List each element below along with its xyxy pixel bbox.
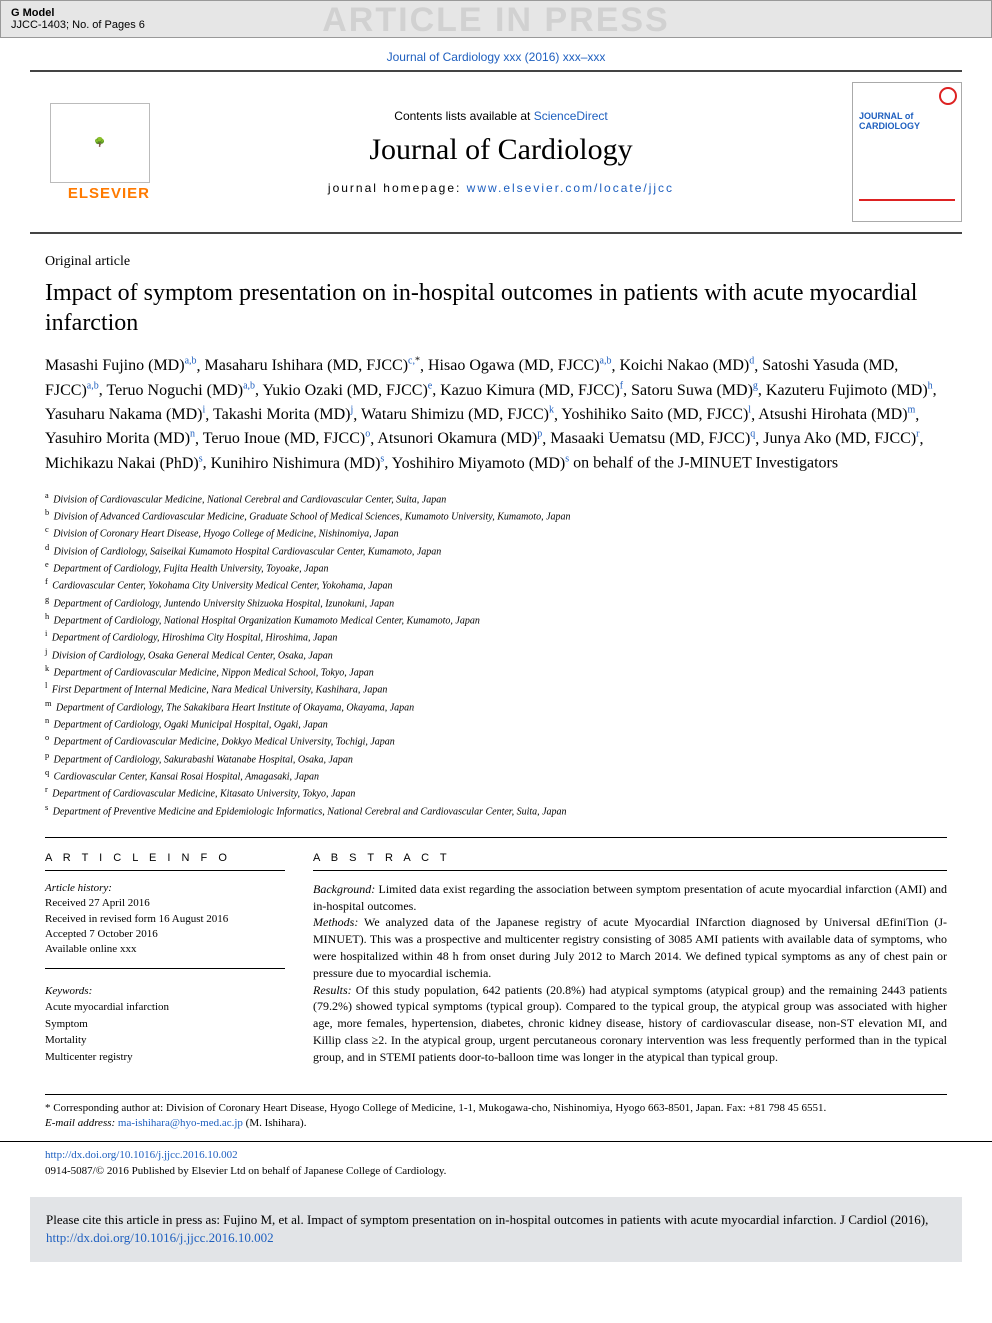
author: Junya Ako (MD, FJCC)r — [763, 430, 919, 447]
background-label: Background: — [313, 882, 375, 896]
elsevier-tree-icon: 🌳 — [50, 103, 150, 183]
affiliation: j Division of Cardiology, Osaka General … — [45, 646, 947, 663]
author-list: Masashi Fujino (MD)a,b, Masaharu Ishihar… — [45, 354, 947, 476]
doi-link[interactable]: http://dx.doi.org/10.1016/j.jjcc.2016.10… — [45, 1149, 238, 1161]
contents-available-line: Contents lists available at ScienceDirec… — [150, 109, 852, 123]
author: Yoshihiro Miyamoto (MD)s — [392, 455, 569, 472]
elsevier-wordmark: ELSEVIER — [68, 185, 150, 202]
journal-homepage-link[interactable]: www.elsevier.com/locate/jjcc — [467, 181, 674, 195]
author: Masaaki Uematsu (MD, FJCC)q — [550, 430, 755, 447]
journal-title: Journal of Cardiology — [150, 133, 852, 167]
affiliation: c Division of Coronary Heart Disease, Hy… — [45, 524, 947, 541]
keyword: Mortality — [45, 1034, 87, 1046]
revised-date: Received in revised form 16 August 2016 — [45, 913, 228, 925]
citation-box: Please cite this article in press as: Fu… — [30, 1197, 962, 1261]
corresponding-author: * Corresponding author at: Division of C… — [0, 1101, 992, 1132]
author: Yoshihiko Saito (MD, FJCC)l — [561, 406, 751, 423]
affiliation: m Department of Cardiology, The Sakakiba… — [45, 698, 947, 715]
author: Koichi Nakao (MD)d — [620, 357, 755, 374]
author: Teruo Noguchi (MD)a,b — [106, 382, 255, 399]
affiliation: k Department of Cardiovascular Medicine,… — [45, 663, 947, 680]
author: Atsushi Hirohata (MD)m — [758, 406, 915, 423]
gmodel-header: ARTICLE IN PRESS G Model JJCC-1403; No. … — [0, 0, 992, 38]
methods-label: Methods: — [313, 915, 358, 929]
author: Satoru Suwa (MD)g — [631, 382, 758, 399]
results-text: Of this study population, 642 patients (… — [313, 983, 947, 1064]
author: Yukio Ozaki (MD, FJCC)e — [262, 382, 432, 399]
gmodel-label: G Model — [11, 7, 981, 19]
corr-email-tail: (M. Ishihara). — [243, 1117, 307, 1129]
elsevier-logo[interactable]: 🌳 ELSEVIER — [30, 92, 150, 212]
author: Hisao Ogawa (MD, FJCC)a,b — [428, 357, 612, 374]
affiliation: o Department of Cardiovascular Medicine,… — [45, 732, 947, 749]
history-label: Article history: — [45, 882, 112, 894]
corr-email-link[interactable]: ma-ishihara@hyo-med.ac.jp — [118, 1117, 243, 1129]
journal-volume-link[interactable]: Journal of Cardiology xxx (2016) xxx–xxx — [0, 50, 992, 64]
affiliation: e Department of Cardiology, Fujita Healt… — [45, 559, 947, 576]
keyword: Multicenter registry — [45, 1051, 133, 1063]
online-date: Available online xxx — [45, 943, 136, 955]
affiliation: f Cardiovascular Center, Yokohama City U… — [45, 576, 947, 593]
affiliation: h Department of Cardiology, National Hos… — [45, 611, 947, 628]
homepage-prefix: journal homepage: — [328, 181, 467, 195]
affiliation: l First Department of Internal Medicine,… — [45, 680, 947, 697]
abstract-heading: A B S T R A C T — [313, 852, 947, 871]
accepted-date: Accepted 7 October 2016 — [45, 928, 158, 940]
masthead: 🌳 ELSEVIER Contents lists available at S… — [30, 70, 962, 234]
author: Kazuteru Fujimoto (MD)h — [766, 382, 933, 399]
author: Teruo Inoue (MD, FJCC)o — [203, 430, 370, 447]
cover-title: JOURNAL of CARDIOLOGY — [859, 111, 955, 131]
author: Kazuo Kimura (MD, FJCC)f — [440, 382, 623, 399]
article-info-heading: A R T I C L E I N F O — [45, 852, 285, 871]
journal-homepage-line: journal homepage: www.elsevier.com/locat… — [150, 181, 852, 195]
author: Masashi Fujino (MD)a,b — [45, 357, 197, 374]
affiliation: s Department of Preventive Medicine and … — [45, 802, 947, 819]
affiliation: i Department of Cardiology, Hiroshima Ci… — [45, 628, 947, 645]
article-title: Impact of symptom presentation on in-hos… — [45, 278, 947, 338]
affiliation: q Cardiovascular Center, Kansai Rosai Ho… — [45, 767, 947, 784]
contents-prefix: Contents lists available at — [394, 109, 533, 123]
keywords-label: Keywords: — [45, 985, 92, 997]
affiliation: r Department of Cardiovascular Medicine,… — [45, 784, 947, 801]
author: Atsunori Okamura (MD)p — [377, 430, 542, 447]
keyword: Symptom — [45, 1018, 88, 1030]
sciencedirect-link[interactable]: ScienceDirect — [534, 109, 608, 123]
author: Yasuhiro Morita (MD)n — [45, 430, 195, 447]
results-label: Results: — [313, 983, 352, 997]
keyword: Acute myocardial infarction — [45, 1001, 169, 1013]
affiliation-list: a Division of Cardiovascular Medicine, N… — [45, 490, 947, 819]
affiliation: b Division of Advanced Cardiovascular Me… — [45, 507, 947, 524]
citation-doi-link[interactable]: http://dx.doi.org/10.1016/j.jjcc.2016.10… — [46, 1230, 274, 1245]
affiliation: n Department of Cardiology, Ogaki Munici… — [45, 715, 947, 732]
copyright-line: 0914-5087/© 2016 Published by Elsevier L… — [45, 1165, 446, 1177]
article-type: Original article — [45, 254, 947, 270]
abstract-text: Background: Limited data exist regarding… — [313, 881, 947, 1066]
affiliation: g Department of Cardiology, Juntendo Uni… — [45, 594, 947, 611]
affiliation: p Department of Cardiology, Sakurabashi … — [45, 750, 947, 767]
author: Takashi Morita (MD)j — [213, 406, 353, 423]
gmodel-code: JJCC-1403; No. of Pages 6 — [11, 19, 981, 31]
cover-corner-icon — [939, 87, 957, 105]
authors-tail: on behalf of the J-MINUET Investigators — [569, 455, 838, 472]
author: Yasuharu Nakama (MD)i — [45, 406, 205, 423]
corr-text: Corresponding author at: Division of Cor… — [51, 1102, 827, 1114]
author: Wataru Shimizu (MD, FJCC)k — [361, 406, 554, 423]
background-text: Limited data exist regarding the associa… — [313, 882, 947, 913]
article-history: Article history: Received 27 April 2016 … — [45, 881, 285, 969]
author: Kunihiro Nishimura (MD)s — [211, 455, 385, 472]
email-label: E-mail address: — [45, 1117, 118, 1129]
footer-separator — [45, 1094, 947, 1095]
doi-block: http://dx.doi.org/10.1016/j.jjcc.2016.10… — [0, 1141, 992, 1187]
affiliation: a Division of Cardiovascular Medicine, N… — [45, 490, 947, 507]
journal-cover-thumbnail[interactable]: JOURNAL of CARDIOLOGY — [852, 82, 962, 222]
affiliation: d Division of Cardiology, Saiseikai Kuma… — [45, 542, 947, 559]
received-date: Received 27 April 2016 — [45, 897, 150, 909]
keywords-block: Keywords: Acute myocardial infarction Sym… — [45, 983, 285, 1066]
cover-accent-bar — [859, 199, 955, 201]
author: Masaharu Ishihara (MD, FJCC)c,* — [205, 357, 420, 374]
author: Michikazu Nakai (PhD)s — [45, 455, 203, 472]
citation-text: Please cite this article in press as: Fu… — [46, 1212, 928, 1227]
methods-text: We analyzed data of the Japanese registr… — [313, 915, 947, 979]
